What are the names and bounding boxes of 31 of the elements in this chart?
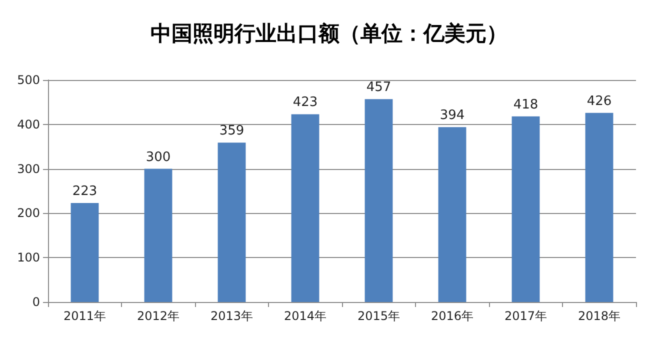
x-tick-label: 2017年 xyxy=(504,309,548,323)
bar xyxy=(144,168,172,302)
bar xyxy=(512,116,540,302)
bar xyxy=(218,142,246,302)
bar xyxy=(70,202,99,302)
bar xyxy=(364,99,393,302)
x-tick-label: 2018年 xyxy=(578,309,621,323)
data-label: 457 xyxy=(366,80,392,96)
data-label: 418 xyxy=(513,97,538,112)
data-label: 300 xyxy=(146,150,171,165)
y-tick-label: 400 xyxy=(17,117,40,132)
data-label: 359 xyxy=(219,124,244,139)
x-tick-label: 2014年 xyxy=(284,309,327,323)
data-label: 423 xyxy=(292,95,318,110)
x-tick-label: 2016年 xyxy=(430,309,474,323)
bar xyxy=(291,114,320,302)
y-tick-label: 200 xyxy=(17,206,40,220)
x-tick-label: 2012年 xyxy=(136,309,180,323)
data-label: 394 xyxy=(440,108,465,124)
bar xyxy=(438,127,466,302)
data-label: 426 xyxy=(586,94,612,109)
bar xyxy=(585,112,614,302)
y-tick-label: 300 xyxy=(17,162,40,176)
x-tick-label: 2013年 xyxy=(210,309,254,323)
chart-title: 中国照明行业出口额（单位：亿美元） xyxy=(150,22,508,46)
data-label: 223 xyxy=(72,184,98,199)
x-tick-label: 2015年 xyxy=(357,309,400,323)
x-tick-label: 2011年 xyxy=(63,309,106,323)
y-tick-label: 0 xyxy=(32,295,40,309)
y-tick-label: 100 xyxy=(17,250,40,265)
y-tick-label: 500 xyxy=(17,73,40,87)
